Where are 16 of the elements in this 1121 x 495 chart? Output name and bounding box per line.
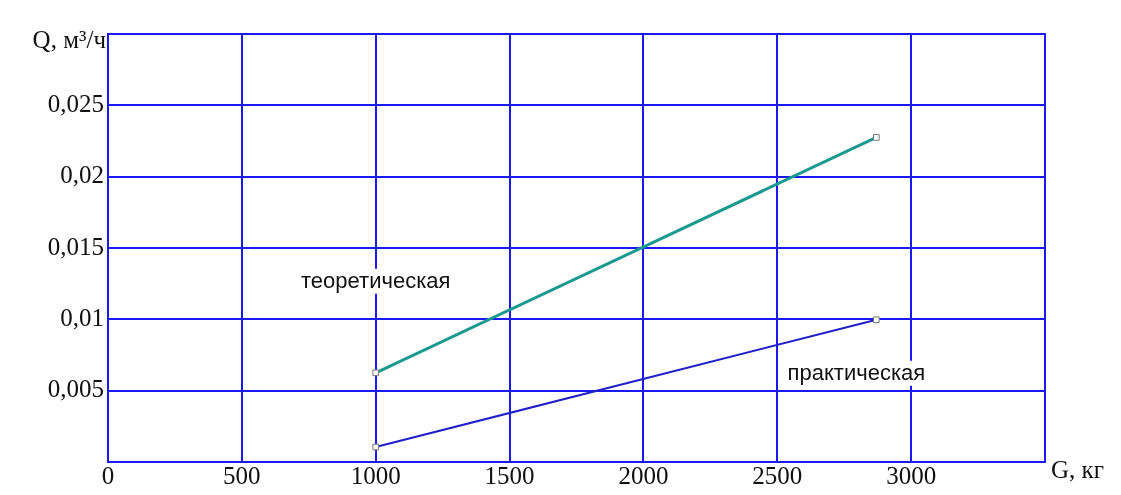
y-tick-label: 0,015 — [47, 232, 104, 260]
x-tick-label: 1500 — [484, 461, 535, 489]
x-tick-label: 500 — [223, 461, 261, 489]
x-axis-title: G, кг — [1051, 456, 1104, 483]
x-tick-label: 1000 — [350, 461, 401, 489]
y-axis-title: Q, м³/ч — [32, 26, 106, 53]
series-label: практическая — [787, 359, 926, 385]
x-tick-label: 0 — [101, 461, 115, 489]
series-label: теоретическая — [301, 267, 451, 293]
y-tick-label: 0,005 — [47, 375, 104, 403]
x-tick-label: 3000 — [886, 461, 937, 489]
x-tick-label: 2500 — [752, 461, 803, 489]
x-tick-label: 2000 — [618, 461, 669, 489]
y-tick-label: 0,025 — [47, 89, 104, 117]
y-tick-label: 0,01 — [60, 303, 104, 331]
y-tick-label: 0,02 — [60, 161, 104, 189]
